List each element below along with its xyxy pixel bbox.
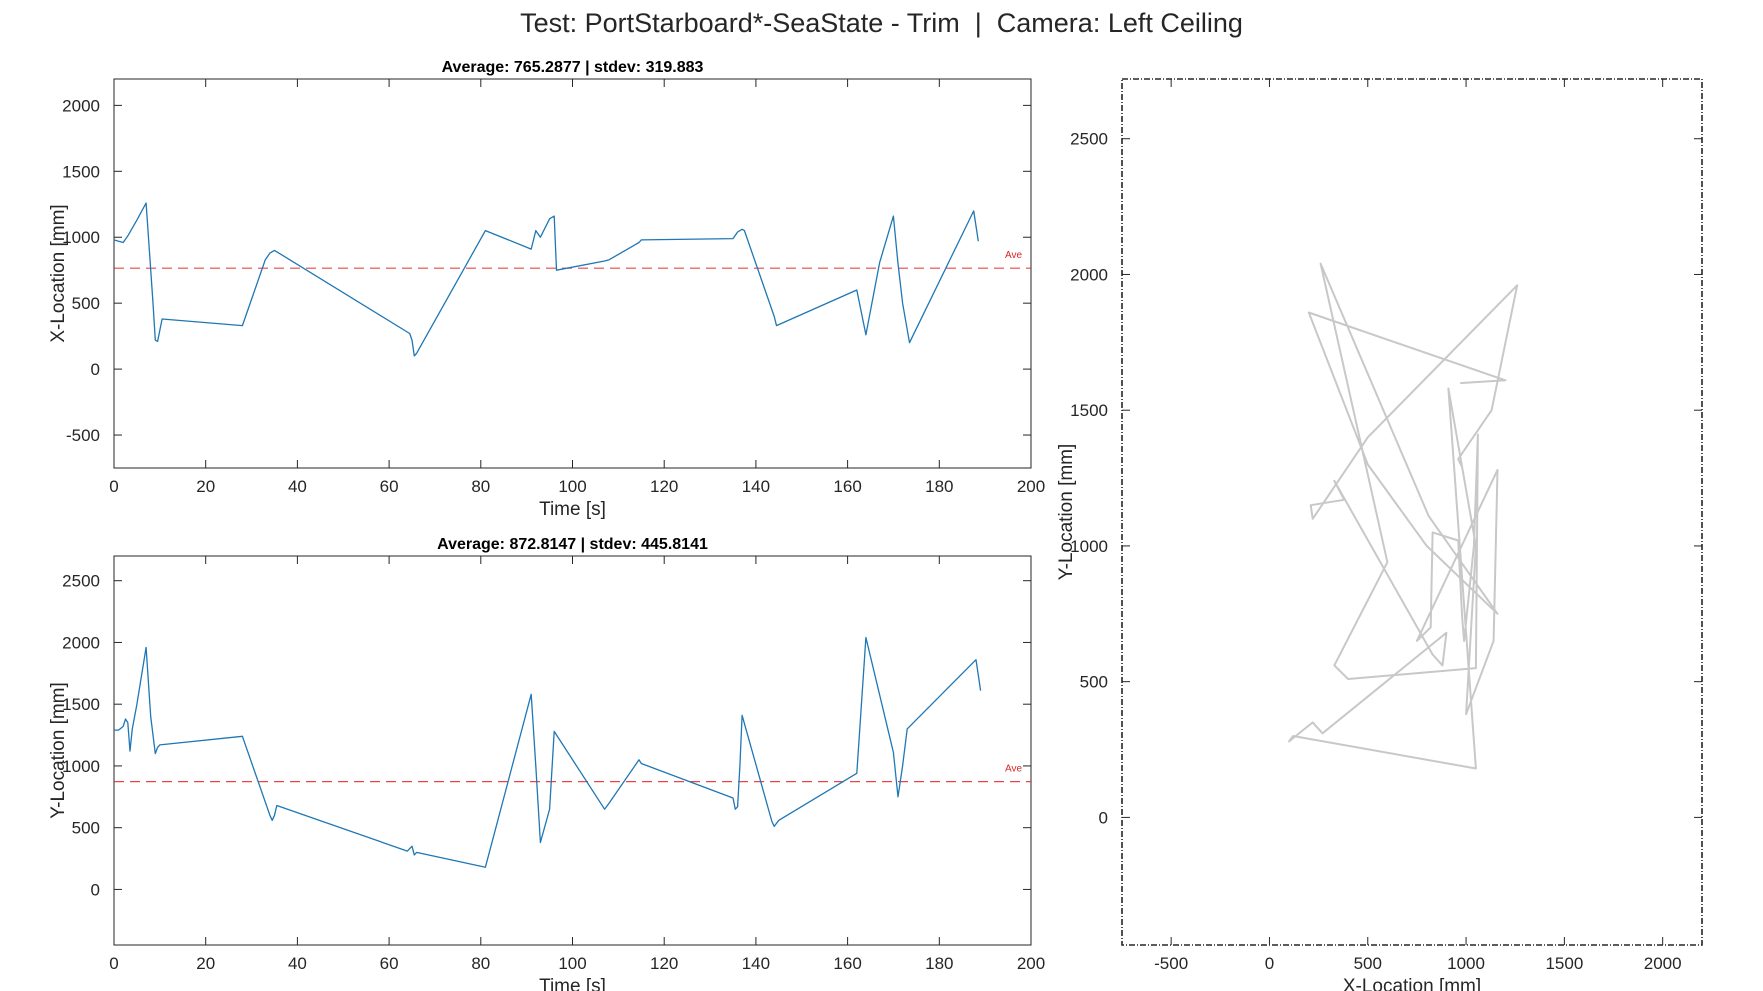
x-tick-label: 140 — [742, 477, 770, 496]
y-axis-label: X-Location [mm] — [48, 204, 69, 342]
x-tick-label: 160 — [833, 954, 861, 973]
series-line — [114, 636, 982, 868]
x-tick-label: 160 — [833, 477, 861, 496]
y-tick-label: 0 — [91, 880, 100, 899]
x-tick-label: 500 — [1354, 954, 1382, 973]
y-tick-label: 1000 — [62, 228, 100, 247]
x-tick-label: 100 — [558, 477, 586, 496]
x-tick-label: 140 — [742, 954, 770, 973]
y-tick-label: 1000 — [62, 757, 100, 776]
x-tick-label: 60 — [380, 477, 399, 496]
axes-title: Average: 765.2877 | stdev: 319.883 — [442, 59, 704, 76]
y-tick-label: 2000 — [1070, 265, 1108, 284]
x-tick-label: 20 — [196, 954, 215, 973]
x-tick-label: 40 — [288, 954, 307, 973]
series-line — [113, 202, 979, 357]
y-tick-label: 2500 — [1070, 130, 1108, 149]
x-tick-label: 80 — [471, 954, 490, 973]
y-tick-label: 0 — [1099, 808, 1108, 827]
figure-title: Test: PortStarboard*-SeaState - Trim | C… — [520, 8, 1243, 38]
x-tick-label: 60 — [380, 954, 399, 973]
y-tick-label: 1500 — [62, 162, 100, 181]
x-tick-label: 1000 — [1447, 954, 1485, 973]
x-location-time-plot: 0 20 40 60 80 100 120 140 160 180 200 -500 0 500 1000 1… — [48, 59, 1045, 520]
x-tick-label: 0 — [1265, 954, 1274, 973]
plot-frame — [113, 78, 1032, 469]
plot-frame — [1121, 78, 1703, 946]
average-label: Ave — [1005, 764, 1022, 775]
y-location-time-plot: 0 20 40 60 80 100 120 140 160 180 2000500100015002… — [48, 536, 1045, 991]
y-axis-label: Y-Location [mm] — [1056, 444, 1077, 581]
y-tick-label: 0 — [91, 360, 100, 379]
y-tick-label: -500 — [66, 426, 100, 445]
x-tick-label: 180 — [925, 477, 953, 496]
y-axis-label: Y-Location [mm] — [48, 682, 69, 819]
y-tick-label: 1000 — [1070, 537, 1108, 556]
x-axis-label: X-Location [mm] — [1343, 976, 1481, 991]
x-tick-label: 180 — [925, 954, 953, 973]
x-tick-label: 200 — [1017, 477, 1045, 496]
x-tick-label: 80 — [471, 477, 490, 496]
y-tick-label: 1500 — [1070, 401, 1108, 420]
y-tick-label: 500 — [72, 294, 100, 313]
trajectory-plot: -500 0 500 1000 1500 2000 0 500 1000 1500 2000 2500… — [1056, 78, 1703, 991]
x-tick-label: 200 — [1017, 954, 1045, 973]
axes-title: Average: 872.8147 | stdev: 445.8141 — [437, 536, 708, 553]
y-tick-label: 2000 — [62, 96, 100, 115]
x-tick-label: 0 — [109, 954, 118, 973]
series-line — [1288, 262, 1519, 770]
x-tick-label: 20 — [196, 477, 215, 496]
y-tick-label: 2000 — [62, 633, 100, 652]
x-axis-label: Time [s] — [539, 976, 606, 991]
y-tick-label: 1500 — [62, 695, 100, 714]
x-tick-label: 40 — [288, 477, 307, 496]
y-tick-label: 500 — [1080, 673, 1108, 692]
x-tick-label: 0 — [109, 477, 118, 496]
x-axis-label: Time [s] — [539, 499, 606, 520]
y-tick-label: 2500 — [62, 572, 100, 591]
average-label: Ave — [1005, 250, 1022, 261]
x-tick-label: 120 — [650, 954, 678, 973]
x-tick-label: 120 — [650, 477, 678, 496]
x-tick-label: -500 — [1154, 954, 1188, 973]
y-tick-label: 500 — [72, 819, 100, 838]
x-tick-label: 100 — [558, 954, 586, 973]
x-tick-label: 1500 — [1545, 954, 1583, 973]
x-tick-label: 2000 — [1644, 954, 1682, 973]
